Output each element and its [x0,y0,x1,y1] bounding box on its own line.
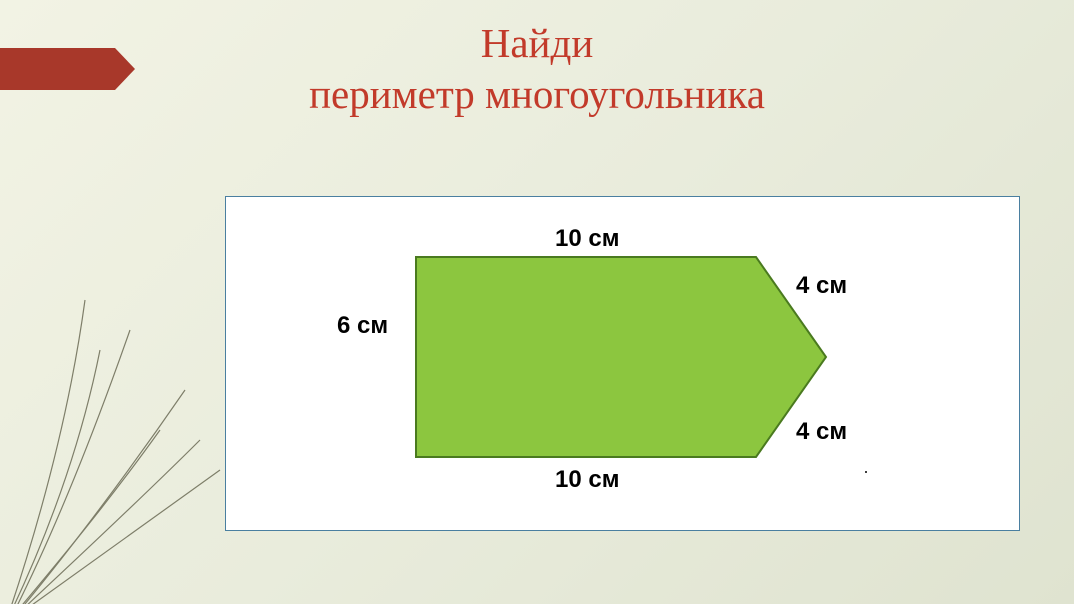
label-lower-right: 4 см [796,418,847,446]
label-bottom: 10 см [555,466,619,494]
title-line1: Найди [0,18,1074,69]
polygon-diagram [226,197,1021,532]
label-upper-right: 4 см [796,272,847,300]
diagram-panel [225,196,1020,531]
grass-decoration [0,260,260,604]
slide: Найди периметр многоугольника 10 см 10 с… [0,0,1074,604]
title-line2: периметр многоугольника [0,69,1074,120]
label-top: 10 см [555,225,619,253]
label-left: 6 см [337,312,388,340]
slide-title: Найди периметр многоугольника [0,18,1074,121]
dot [865,471,867,473]
pentagon-arrow [416,257,826,457]
